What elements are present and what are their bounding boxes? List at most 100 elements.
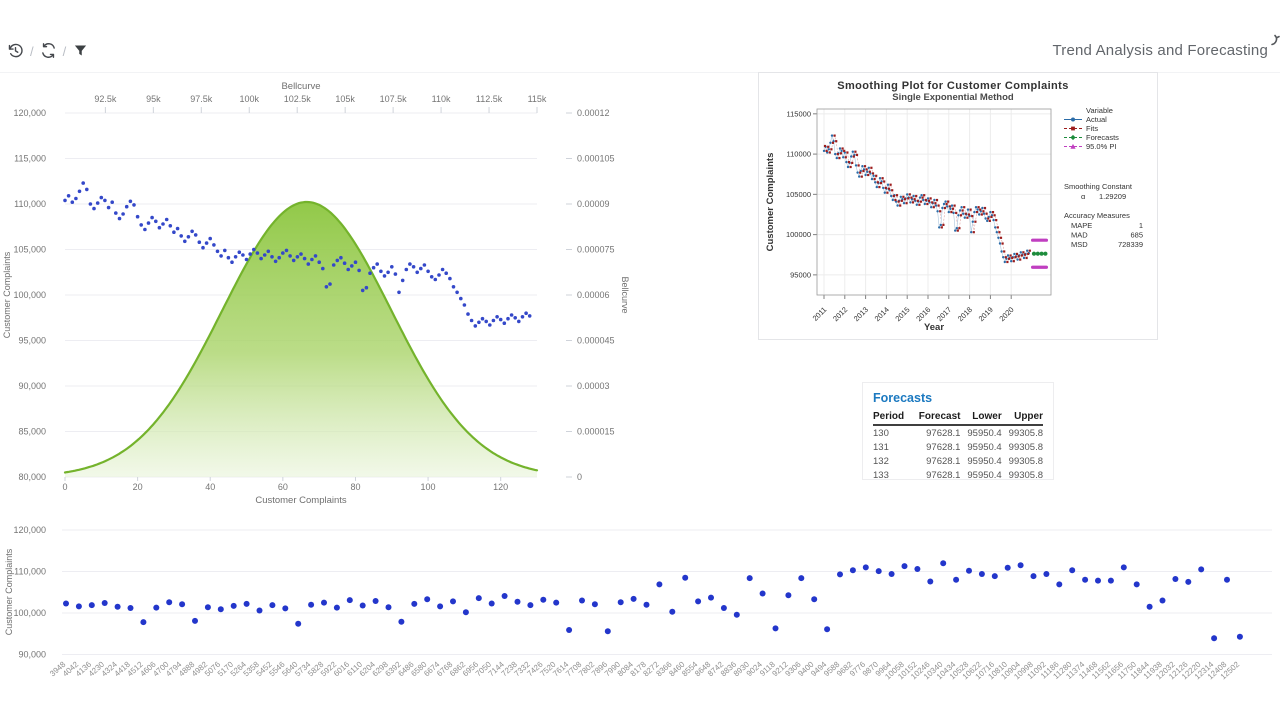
svg-text:115,000: 115,000 (14, 154, 46, 164)
svg-text:Customer Complaints: Customer Complaints (2, 251, 12, 338)
svg-text:115k: 115k (528, 94, 547, 104)
bottom-scatter-chart[interactable]: 120,000 110,000 100,000 90,000 Customer Comp… (0, 505, 1280, 720)
svg-text:Bellcurve: Bellcurve (620, 276, 630, 313)
svg-text:2012: 2012 (831, 305, 849, 323)
forecasts-table: Period Forecast Lower Upper 130 97628.1 95950… (873, 410, 1043, 482)
svg-text:0.000045: 0.000045 (577, 336, 615, 346)
svg-text:120: 120 (493, 482, 508, 492)
svg-text:102.5k: 102.5k (284, 94, 312, 104)
svg-text:0.00006: 0.00006 (577, 290, 610, 300)
svg-text:100: 100 (421, 482, 436, 492)
svg-text:Year: Year (924, 322, 944, 333)
table-row: 131 97628.1 95950.4 99305.8 (873, 441, 1043, 453)
svg-text:Bellcurve: Bellcurve (281, 81, 320, 92)
svg-text:2015: 2015 (893, 305, 911, 323)
svg-text:Actual: Actual (1086, 115, 1107, 124)
svg-text:MAPE: MAPE (1071, 221, 1092, 230)
refresh-button[interactable] (39, 42, 58, 61)
svg-text:107.5k: 107.5k (380, 94, 408, 104)
svg-text:112.5k: 112.5k (476, 94, 503, 104)
svg-text:0.00003: 0.00003 (577, 381, 610, 391)
svg-text:0.00012: 0.00012 (577, 108, 610, 118)
svg-text:Fits: Fits (1086, 124, 1098, 133)
svg-text:100,000: 100,000 (13, 290, 46, 300)
svg-text:0: 0 (62, 482, 67, 492)
svg-text:Smoothing Plot for Customer Co: Smoothing Plot for Customer Complaints (837, 80, 1069, 92)
svg-text:85,000: 85,000 (18, 427, 46, 437)
svg-text:0.000105: 0.000105 (577, 154, 615, 164)
column-header: Lower (960, 410, 1002, 426)
svg-text:90,000: 90,000 (18, 381, 46, 391)
bellcurve-scatter-chart[interactable]: 120,000 115,000 110,000 105,000 100,000 95,00… (0, 78, 640, 508)
svg-text:120,000: 120,000 (13, 108, 46, 118)
column-header: Forecast (910, 410, 961, 426)
svg-text:Smoothing Constant: Smoothing Constant (1064, 182, 1133, 191)
refresh-icon (40, 42, 57, 62)
svg-text:MSD: MSD (1071, 240, 1088, 249)
svg-text:60: 60 (278, 482, 288, 492)
svg-text:2016: 2016 (914, 305, 932, 323)
filter-button[interactable] (71, 42, 90, 61)
toolbar: / / (6, 42, 90, 61)
svg-text:105000: 105000 (786, 190, 811, 199)
svg-text:Customer Complaints: Customer Complaints (4, 548, 14, 635)
svg-text:100k: 100k (239, 94, 259, 104)
svg-text:2019: 2019 (977, 305, 995, 323)
svg-text:2018: 2018 (956, 305, 974, 323)
svg-text:95,000: 95,000 (18, 336, 46, 346)
svg-text:95k: 95k (146, 94, 161, 104)
svg-text:105k: 105k (335, 94, 355, 104)
svg-text:Customer Complaints: Customer Complaints (255, 495, 347, 506)
svg-text:Single Exponential Method: Single Exponential Method (892, 92, 1014, 103)
svg-text:0.000075: 0.000075 (577, 245, 615, 255)
svg-text:0.00009: 0.00009 (577, 199, 610, 209)
svg-text:110000: 110000 (787, 150, 811, 159)
svg-text:MAD: MAD (1071, 231, 1088, 240)
svg-text:685: 685 (1130, 231, 1143, 240)
toolbar-separator: / (62, 44, 67, 59)
svg-text:80,000: 80,000 (18, 472, 46, 482)
column-header: Upper (1001, 410, 1043, 426)
svg-text:α: α (1081, 192, 1086, 201)
svg-text:Forecasts: Forecasts (1086, 133, 1119, 142)
svg-text:95000: 95000 (790, 270, 811, 279)
svg-text:110k: 110k (432, 94, 451, 104)
svg-text:120,000: 120,000 (13, 525, 46, 535)
filter-icon (73, 43, 88, 61)
table-row: 133 97628.1 95950.4 99305.8 (873, 469, 1043, 481)
svg-text:Customer Complaints: Customer Complaints (765, 153, 776, 252)
svg-text:115000: 115000 (787, 109, 811, 118)
svg-text:20: 20 (133, 482, 143, 492)
svg-text:Variable: Variable (1086, 106, 1113, 115)
svg-text:0: 0 (577, 472, 582, 482)
svg-text:2013: 2013 (852, 305, 870, 323)
svg-text:110,000: 110,000 (14, 199, 46, 209)
smoothing-plot-card: Smoothing Plot for Customer Complaints Si… (758, 72, 1158, 340)
svg-text:80: 80 (350, 482, 360, 492)
svg-text:728339: 728339 (1118, 240, 1143, 249)
table-row: 132 97628.1 95950.4 99305.8 (873, 455, 1043, 467)
page-title: Trend Analysis and Forecasting (1052, 42, 1268, 59)
clipped-icon (1271, 33, 1280, 51)
history-button[interactable] (6, 42, 25, 61)
table-row: 130 97628.1 95950.4 99305.8 (873, 427, 1043, 439)
svg-text:1: 1 (1139, 221, 1143, 230)
svg-text:92.5k: 92.5k (94, 94, 117, 104)
smoothing-plot-chart[interactable]: Smoothing Plot for Customer ComplaintsSi… (759, 73, 1155, 337)
svg-text:40: 40 (205, 482, 215, 492)
svg-text:Accuracy Measures: Accuracy Measures (1064, 211, 1130, 220)
svg-text:97.5k: 97.5k (190, 94, 213, 104)
history-icon (7, 42, 24, 62)
svg-text:95.0% PI: 95.0% PI (1086, 142, 1116, 151)
svg-text:1.29209: 1.29209 (1099, 192, 1126, 201)
svg-text:2014: 2014 (873, 305, 891, 323)
header-divider (0, 72, 1280, 73)
svg-text:110,000: 110,000 (14, 567, 46, 577)
svg-text:100,000: 100,000 (13, 608, 46, 618)
svg-text:105,000: 105,000 (13, 245, 46, 255)
column-header: Period (873, 410, 911, 426)
toolbar-separator: / (30, 44, 34, 59)
svg-text:2017: 2017 (935, 305, 953, 323)
forecasts-card: Forecasts Period Forecast Lower Upper 130 97… (862, 382, 1054, 482)
